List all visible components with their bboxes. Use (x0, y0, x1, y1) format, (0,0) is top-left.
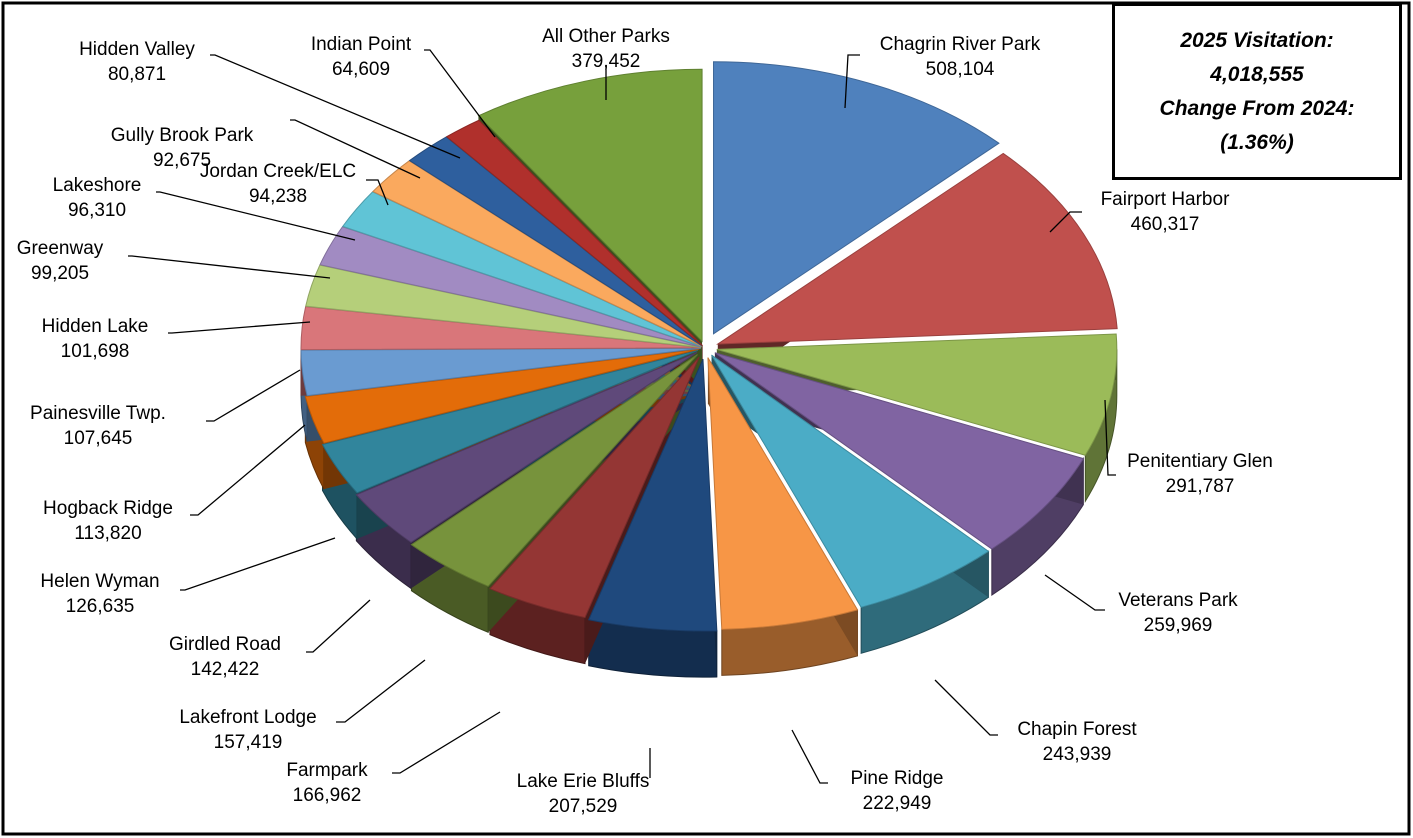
leader-line-lakeshore (156, 191, 356, 241)
slice-value-veterans-park: 259,969 (1144, 615, 1213, 636)
slice-value-penitentiary-glen: 291,787 (1166, 476, 1235, 497)
leader-line-hogback-ridge (190, 424, 306, 516)
leader-line-chagrin-river-park (844, 54, 860, 109)
slice-label-lakeshore: Lakeshore (53, 175, 142, 196)
slice-value-hidden-valley: 80,871 (108, 64, 166, 85)
slice-label-jordan-creek-elc: Jordan Creek/ELC (200, 161, 356, 182)
slice-label-gully-brook-park: Gully Brook Park (111, 125, 254, 146)
slice-value-greenway: 99,205 (31, 263, 89, 284)
leader-line-indian-point (424, 49, 496, 138)
slice-label-lakefront-lodge: Lakefront Lodge (179, 707, 316, 728)
leader-line-lakefront-lodge (336, 659, 426, 723)
slice-value-pine-ridge: 222,949 (863, 793, 932, 814)
slice-value-girdled-road: 142,422 (191, 659, 260, 680)
slice-value-all-other-parks: 379,452 (572, 51, 641, 72)
slice-chapin-forest (711, 354, 990, 608)
slice-value-indian-point: 64,609 (332, 59, 390, 80)
leader-line-helen-wyman (180, 537, 336, 591)
slice-value-gully-brook-park: 92,675 (153, 150, 211, 171)
slice-chagrin-river-park (713, 61, 1000, 335)
leader-line-gully-brook-park (290, 119, 421, 179)
slice-label-painesville-twp: Painesville Twp. (30, 403, 166, 424)
slice-lakefront-lodge (410, 354, 698, 587)
slice-value-jordan-creek-elc: 94,238 (249, 186, 307, 207)
slice-value-chagrin-river-park: 508,104 (926, 59, 995, 80)
slice-value-chapin-forest: 243,939 (1043, 744, 1112, 765)
summary-change-label: Change From 2024: (1159, 96, 1355, 120)
leader-line-penitentiary-glen (1104, 399, 1116, 476)
slice-helen-wyman (321, 349, 698, 494)
slice-label-chagrin-river-park: Chagrin River Park (880, 34, 1041, 55)
slice-label-hidden-lake: Hidden Lake (42, 316, 149, 337)
slice-lake-erie-bluffs (587, 358, 718, 632)
leader-line-painesville-twp (206, 369, 301, 422)
slice-label-lake-erie-bluffs: Lake Erie Bluffs (517, 771, 650, 792)
slice-fairport-harbor (716, 152, 1118, 345)
slice-label-girdled-road: Girdled Road (169, 634, 281, 655)
leader-line-greenway (128, 255, 331, 279)
slice-value-painesville-twp: 107,645 (64, 428, 133, 449)
summary-visitation-value: 4,018,555 (1210, 62, 1304, 86)
leader-line-girdled-road (306, 599, 371, 653)
slice-girdled-road (355, 351, 698, 544)
slice-value-lake-erie-bluffs: 207,529 (549, 796, 618, 817)
slice-value-lakefront-lodge: 157,419 (214, 732, 283, 753)
slice-veterans-park (714, 352, 1085, 550)
slice-label-pine-ridge: Pine Ridge (851, 768, 944, 789)
leader-line-pine-ridge (791, 729, 828, 784)
slice-label-chapin-forest: Chapin Forest (1017, 719, 1137, 740)
slice-hogback-ridge (304, 348, 700, 444)
leader-line-chapin-forest (934, 679, 998, 736)
leader-line-jordan-creek-elc (366, 179, 389, 206)
slice-farmpark (489, 356, 700, 619)
slice-label-all-other-parks: All Other Parks (542, 26, 670, 47)
summary-visitation-label: 2025 Visitation: (1180, 28, 1334, 52)
leader-line-farmpark (392, 711, 501, 774)
slice-label-hogback-ridge: Hogback Ridge (43, 498, 173, 519)
slice-value-lakeshore: 96,310 (68, 200, 126, 221)
slice-penitentiary-glen (716, 333, 1118, 456)
slice-value-hidden-lake: 101,698 (61, 341, 130, 362)
slice-label-fairport-harbor: Fairport Harbor (1101, 189, 1230, 210)
slice-label-penitentiary-glen: Penitentiary Glen (1127, 451, 1273, 472)
leader-line-fairport-harbor (1049, 211, 1082, 233)
slice-label-veterans-park: Veterans Park (1118, 590, 1238, 611)
slice-value-hogback-ridge: 113,820 (74, 523, 141, 544)
leader-line-hidden-valley (210, 54, 461, 159)
slice-label-indian-point: Indian Point (311, 34, 412, 55)
summary-change-value: (1.36%) (1220, 130, 1294, 154)
slice-value-fairport-harbor: 460,317 (1131, 214, 1200, 235)
slice-label-greenway: Greenway (17, 238, 104, 259)
slice-value-helen-wyman: 126,635 (66, 596, 135, 617)
slice-indian-point (445, 119, 703, 347)
slice-label-helen-wyman: Helen Wyman (40, 571, 159, 592)
slice-value-farmpark: 166,962 (293, 785, 362, 806)
slice-all-other-parks (477, 68, 703, 343)
summary-box: 2025 Visitation: 4,018,555 Change From 2… (1112, 3, 1402, 180)
slice-label-farmpark: Farmpark (286, 760, 368, 781)
leader-line-veterans-park (1044, 574, 1105, 611)
slice-pine-ridge (707, 357, 859, 630)
slice-label-hidden-valley: Hidden Valley (79, 39, 195, 60)
leader-line-hidden-lake (168, 321, 311, 334)
